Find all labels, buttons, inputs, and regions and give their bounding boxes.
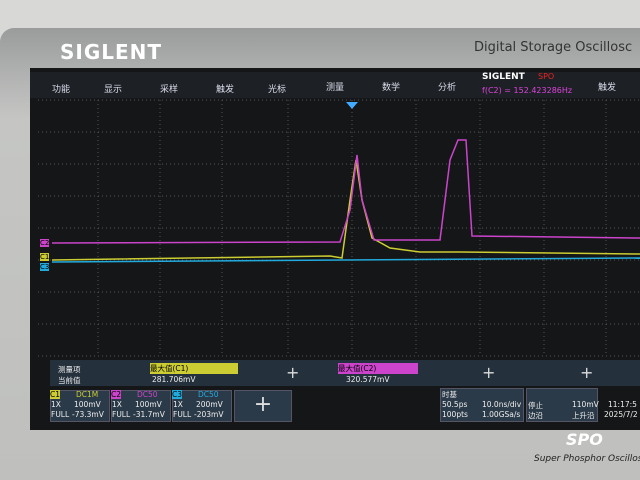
trigger-menu[interactable]: 触发 — [598, 83, 617, 93]
channel-probe: 1X — [112, 400, 122, 409]
channel-box[interactable] — [172, 390, 232, 422]
menu-item[interactable]: 触发 — [216, 85, 235, 95]
channel-bw: FULL — [173, 410, 192, 419]
channel-coupling: DC50 — [137, 390, 158, 399]
channel-scale: 100mV — [135, 400, 162, 409]
channel-offset: -203mV — [194, 410, 224, 419]
measure-name: 最大值(C2) — [338, 363, 418, 374]
trace-marker: C1 — [40, 253, 50, 261]
menu-item[interactable]: 功能 — [52, 85, 71, 95]
menu-bar — [30, 72, 640, 98]
measure-value: 320.577mV — [346, 375, 390, 384]
measure-name: 最大值(C1) — [150, 363, 238, 374]
channel-offset: -31.7mV — [133, 410, 165, 419]
channel-coupling: DC50 — [198, 390, 219, 399]
product: Digital Storage Oscillosc — [474, 40, 633, 55]
timebase-div: 10.0ns/div — [482, 400, 522, 409]
menu-item[interactable]: 光标 — [268, 85, 287, 95]
channel-probe: 1X — [173, 400, 183, 409]
badge: SPO — [538, 72, 555, 81]
measure-label: 当前值 — [58, 376, 81, 385]
menu-item[interactable]: 显示 — [104, 85, 123, 95]
measure-label: 测量项 — [58, 365, 81, 374]
menu-item[interactable]: 采样 — [160, 85, 179, 95]
clock-date: 2025/7/2 — [604, 410, 638, 419]
channel-probe: 1X — [51, 400, 61, 409]
menu-item[interactable]: 分析 — [438, 83, 457, 93]
measure-value: 281.706mV — [152, 375, 196, 384]
add-measure[interactable]: + — [482, 363, 496, 382]
channel-bw: FULL — [51, 410, 70, 419]
channel-scale: 100mV — [74, 400, 101, 409]
brand: SIGLENT — [60, 40, 163, 64]
menu-brand: SIGLENT — [482, 72, 525, 82]
channel-name: C3 — [172, 390, 183, 399]
menu-item[interactable]: 测量 — [326, 83, 345, 93]
footer-logo: SPO — [566, 430, 603, 449]
channel-scale: 200mV — [196, 400, 223, 409]
channel-name: C2 — [111, 390, 122, 399]
menu-item[interactable]: 数学 — [382, 83, 401, 93]
channel-bw: FULL — [112, 410, 131, 419]
timebase-rate: 1.00GSa/s — [482, 410, 521, 419]
frequency: f(C2) = 152.423286Hz — [482, 86, 573, 95]
trace-marker: C3 — [40, 263, 50, 271]
trace-marker: C2 — [40, 239, 50, 247]
channel-coupling: DC1M — [76, 390, 99, 399]
timebase-label: 时基 — [442, 390, 457, 399]
trigger-type: 边沿 — [528, 411, 543, 420]
footer-tagline: Super Phosphor Oscillosco — [534, 454, 640, 464]
timebase-box — [440, 388, 524, 422]
trigger-box — [526, 388, 598, 422]
channel-name: C1 — [50, 390, 61, 399]
add-measure[interactable]: + — [580, 363, 594, 382]
clock-time: 11:17:5 — [608, 400, 637, 409]
add-measure[interactable]: + — [286, 363, 300, 382]
trigger-state: 停止 — [528, 401, 543, 410]
add-channel[interactable]: + — [234, 390, 292, 422]
timebase-points: 100pts — [442, 410, 468, 419]
timebase-delay: 50.5ps — [442, 400, 468, 409]
trigger-slope: 上升沿 — [572, 411, 595, 420]
channel-offset: -73.3mV — [72, 410, 104, 419]
trigger-level: 110mV — [572, 400, 599, 409]
